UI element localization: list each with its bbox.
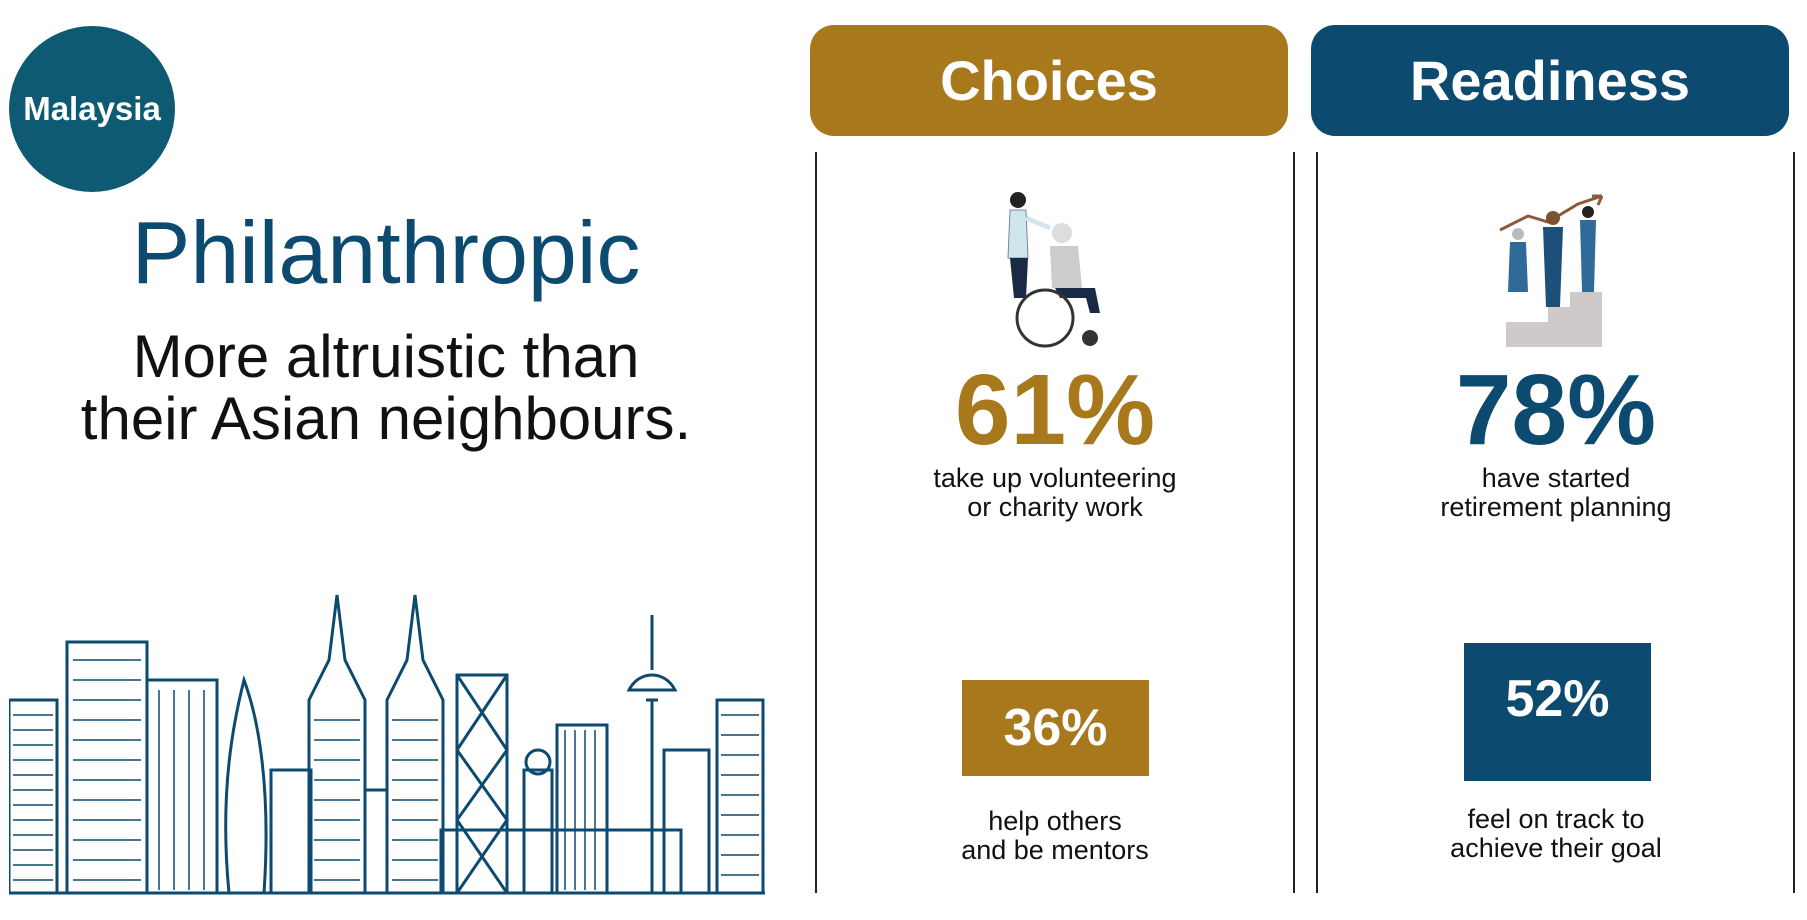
main-caption: or charity work	[967, 492, 1143, 522]
main-stat: 61%	[954, 354, 1156, 466]
planning-icon	[1498, 192, 1608, 347]
main-caption: take up volunteering	[933, 463, 1177, 493]
skyline-illustration	[9, 590, 765, 895]
secondary-caption: and be mentors	[961, 835, 1149, 865]
secondary-stat: 36%	[962, 680, 1149, 776]
tagline-line: their Asian neighbours.	[80, 385, 692, 452]
volunteer-icon	[1000, 192, 1100, 353]
divider	[815, 152, 817, 893]
main-caption: retirement planning	[1440, 492, 1672, 522]
secondary-caption: help others	[988, 806, 1122, 836]
secondary-caption: feel on track to	[1467, 804, 1645, 834]
tagline-line: More altruistic than	[132, 323, 640, 390]
divider	[1316, 152, 1318, 893]
column-header: Readiness	[1311, 25, 1789, 136]
headline: Philanthropic	[131, 203, 641, 302]
country-badge: Malaysia	[9, 26, 175, 192]
column-header: Choices	[810, 25, 1288, 136]
main-stat: 78%	[1455, 354, 1657, 466]
secondary-stat: 52%	[1464, 643, 1651, 781]
secondary-caption: achieve their goal	[1450, 833, 1662, 863]
divider	[1793, 152, 1795, 893]
main-caption: have started	[1481, 463, 1631, 493]
divider	[1293, 152, 1295, 893]
